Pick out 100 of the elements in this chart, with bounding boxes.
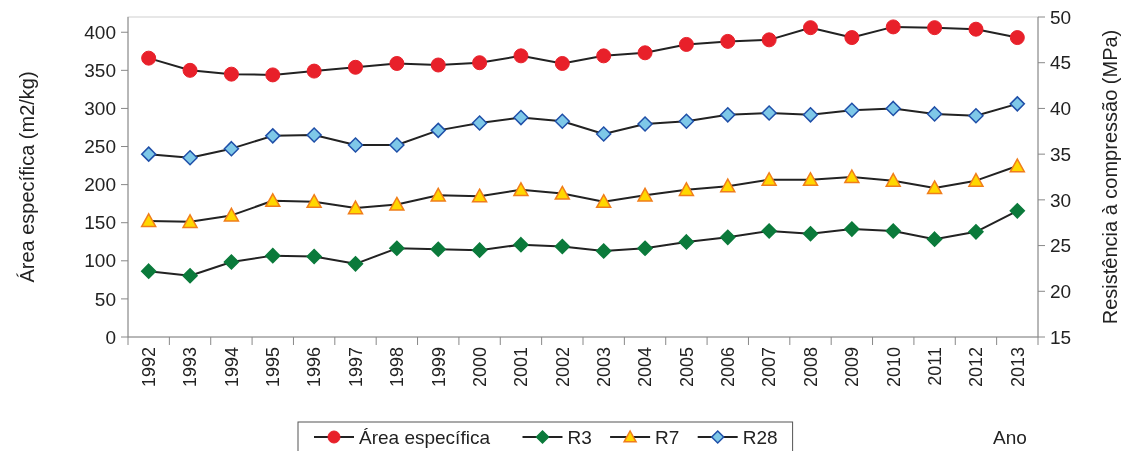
point — [844, 102, 860, 119]
point — [926, 180, 943, 195]
y2-tick-label: 30 — [1050, 189, 1072, 211]
y2-tick-label: 15 — [1050, 326, 1072, 348]
point — [265, 128, 281, 144]
point — [968, 224, 984, 240]
point — [803, 20, 818, 36]
point — [141, 50, 157, 66]
point — [430, 57, 446, 73]
x-tick-label: 2007 — [759, 347, 780, 388]
point — [1009, 30, 1025, 46]
point — [513, 109, 529, 126]
point — [802, 225, 819, 242]
y-tick-label: 400 — [84, 21, 116, 43]
y2-tick-label: 20 — [1050, 280, 1072, 302]
point — [926, 231, 943, 247]
point — [223, 254, 240, 270]
point — [802, 107, 819, 123]
point — [430, 187, 446, 202]
x-tick-label: 1998 — [387, 347, 408, 388]
point — [554, 55, 570, 71]
point — [389, 240, 405, 257]
x-tick-label: 2006 — [718, 347, 739, 388]
point — [761, 32, 777, 48]
point — [430, 122, 446, 139]
point — [306, 193, 322, 209]
point — [389, 196, 405, 211]
y-tick-label: 200 — [84, 174, 116, 196]
point — [927, 20, 943, 36]
point — [885, 172, 901, 188]
point — [513, 182, 529, 197]
y-tick-label: 100 — [84, 250, 116, 272]
x-tick-label: 2010 — [883, 347, 904, 388]
point — [554, 185, 571, 200]
point — [678, 182, 695, 197]
point — [678, 234, 695, 250]
point — [802, 171, 819, 187]
x-tick-label: 2013 — [1007, 347, 1028, 388]
point — [678, 36, 694, 52]
y-tick-label: 0 — [105, 326, 116, 348]
point — [140, 213, 157, 228]
point — [554, 238, 571, 255]
point — [844, 221, 860, 237]
point — [182, 150, 198, 166]
point — [471, 188, 488, 203]
point — [265, 193, 281, 208]
point — [265, 247, 281, 264]
x-tick-label: 2008 — [800, 347, 821, 388]
point — [678, 113, 695, 129]
point — [926, 106, 943, 122]
x-tick-label: 2005 — [676, 347, 697, 388]
point — [761, 171, 777, 187]
point — [347, 137, 364, 153]
x-axis-title: Ano — [993, 427, 1027, 448]
y2-tick-label: 35 — [1050, 143, 1072, 165]
x-tick-label: 2001 — [511, 347, 532, 388]
x-tick-label: 2002 — [552, 347, 573, 388]
point — [471, 115, 488, 131]
point — [885, 19, 901, 35]
point — [720, 33, 736, 49]
legend-label: R7 — [655, 426, 680, 448]
point — [885, 223, 901, 239]
point — [720, 178, 736, 193]
x-tick-label: 2009 — [842, 347, 863, 388]
point — [306, 248, 322, 265]
point — [513, 236, 529, 253]
point — [223, 207, 240, 222]
x-tick-label: 1996 — [304, 347, 325, 388]
point — [637, 187, 653, 202]
x-tick-label: 2000 — [469, 347, 490, 388]
point — [844, 30, 860, 46]
y-tick-label: 300 — [84, 98, 116, 120]
point — [389, 137, 405, 153]
point — [306, 63, 322, 79]
point — [761, 223, 777, 239]
x-tick-label: 1993 — [180, 347, 201, 388]
y-tick-label: 250 — [84, 136, 116, 158]
point — [595, 126, 612, 142]
y2-tick-label: 25 — [1050, 235, 1072, 257]
point — [347, 256, 364, 272]
point — [347, 200, 364, 215]
point — [140, 263, 157, 279]
x-tick-label: 2011 — [924, 347, 945, 386]
point — [844, 169, 860, 184]
point — [182, 62, 198, 78]
point — [472, 55, 488, 71]
legend-label: R28 — [742, 426, 778, 448]
point — [389, 55, 405, 71]
point — [596, 48, 612, 64]
point — [637, 45, 653, 61]
x-tick-label: 1997 — [345, 347, 366, 388]
legend-label: Área específica — [359, 426, 491, 448]
point — [637, 240, 653, 257]
y2-axis-title: Resistência à compressão (MPa) — [1099, 29, 1121, 325]
point — [430, 241, 446, 257]
point — [223, 66, 239, 82]
y2-tick-label: 50 — [1050, 6, 1072, 28]
point — [513, 48, 529, 64]
point — [720, 229, 736, 246]
x-tick-label: 2012 — [966, 347, 987, 388]
